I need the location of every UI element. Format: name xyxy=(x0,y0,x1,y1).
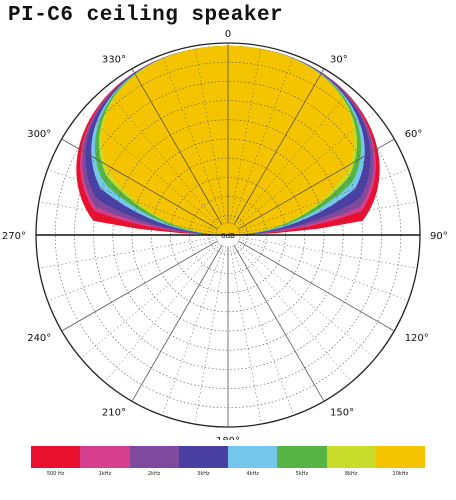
grid-spoke xyxy=(237,138,395,230)
grid-spoke xyxy=(131,68,223,226)
legend-item: 1kHz xyxy=(80,446,130,488)
angle-label: 330° xyxy=(102,54,126,65)
grid-spoke xyxy=(131,244,223,402)
grid-spoke xyxy=(238,238,409,301)
legend-swatch xyxy=(326,446,376,468)
angle-label: 270° xyxy=(2,231,26,242)
legend-item: 3kHz xyxy=(178,446,228,488)
angle-label: 60° xyxy=(405,129,423,140)
legend-item: 8kHz xyxy=(326,446,376,488)
legend-label: 10kHz xyxy=(392,471,409,477)
angle-label: 210° xyxy=(102,408,126,419)
legend-item: 10kHz xyxy=(375,446,425,488)
legend-item: 4kHz xyxy=(228,446,278,488)
grid-spoke xyxy=(237,240,395,332)
polar-chart: 0dB 0 30° 60° 90° 120° 150° 180° 210° 240° 270° 300… xyxy=(2,29,448,440)
legend-label: 8kHz xyxy=(344,471,358,477)
grid-spoke xyxy=(61,138,219,230)
legend-item: 500 Hz xyxy=(31,446,81,488)
legend-label: 2kHz xyxy=(147,471,161,477)
legend-label: 4kHz xyxy=(246,471,259,477)
legend-swatch xyxy=(375,446,425,468)
legend-swatch xyxy=(277,446,327,468)
grid-spoke xyxy=(162,245,225,416)
chart-title: PI-C6 ceiling speaker xyxy=(8,4,284,27)
angle-label: 150° xyxy=(330,408,354,419)
angle-label: 240° xyxy=(27,333,51,344)
grid-spoke xyxy=(104,243,221,383)
angle-label: 0 xyxy=(225,29,231,40)
angle-label: 120° xyxy=(405,333,429,344)
legend-label: 3kHz xyxy=(197,471,210,477)
grid-spoke xyxy=(229,246,262,425)
chart-legend: 500 Hz 1kHz 2kHz 3kHz 4kHz 5kHz 8kHz 10kHz xyxy=(31,446,425,488)
legend-label: 500 Hz xyxy=(46,471,65,477)
grid-spoke xyxy=(47,238,218,301)
grid-spoke xyxy=(231,245,294,416)
legend-swatch xyxy=(80,446,130,468)
legend-item: 5kHz xyxy=(277,446,327,488)
angle-label: 30° xyxy=(330,54,348,65)
grid-spoke xyxy=(61,240,219,332)
legend-item: 2kHz xyxy=(129,446,179,488)
angle-label: 300° xyxy=(27,129,51,140)
grid-spoke xyxy=(38,236,217,269)
legend-swatch xyxy=(228,446,278,468)
legend-label: 5kHz xyxy=(295,471,309,477)
legend-label: 1kHz xyxy=(98,471,112,477)
grid-spoke xyxy=(239,236,418,269)
angle-label: 180° xyxy=(216,436,240,440)
grid-spoke xyxy=(233,68,325,226)
legend-swatch xyxy=(178,446,228,468)
legend-swatch xyxy=(129,446,179,468)
grid-spoke xyxy=(233,244,325,402)
center-label: 0dB xyxy=(221,232,235,240)
angle-label: 90° xyxy=(430,231,448,242)
legend-swatch xyxy=(31,446,81,468)
